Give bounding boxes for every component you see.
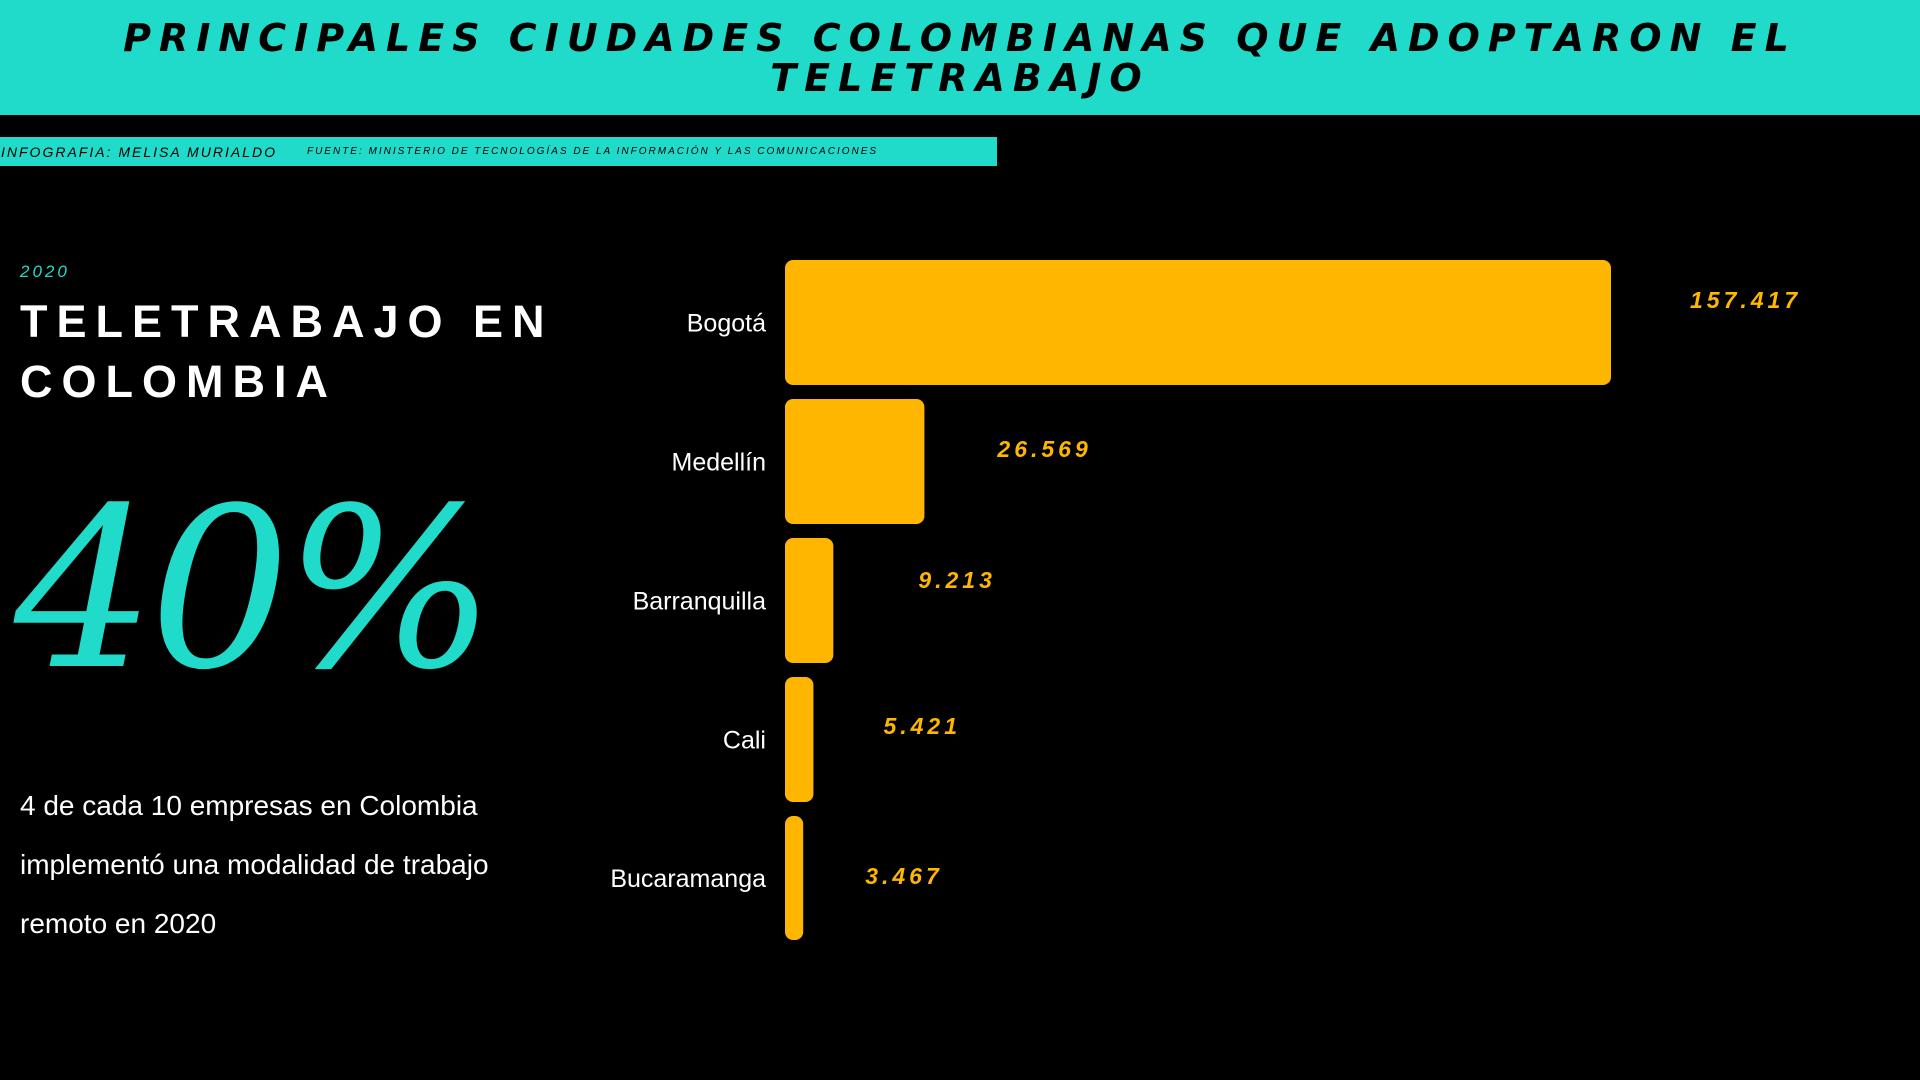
year-label: 2020 xyxy=(20,262,70,281)
value-label: 157.417 xyxy=(1690,287,1801,313)
bar-barranquilla xyxy=(785,538,834,663)
bar-bucaramanga xyxy=(785,816,804,940)
bar-cali xyxy=(785,677,814,802)
category-label: Medellín xyxy=(672,449,767,477)
value-label: 5.421 xyxy=(883,713,961,739)
value-label: 26.569 xyxy=(996,436,1091,462)
page-title: PRINCIPALES CIUDADES COLOMBIANAS QUE ADO… xyxy=(123,15,1797,100)
category-label: Barranquilla xyxy=(633,588,767,616)
author-credit: INFOGRAFIA: MELISA MURIALDO xyxy=(1,143,277,160)
stat-description: 4 de cada 10 empresas en Colombia implem… xyxy=(20,790,489,939)
value-label: 9.213 xyxy=(918,567,996,593)
big-stat: 40% xyxy=(14,461,495,719)
category-label: Bogotá xyxy=(687,310,766,338)
title-banner: PRINCIPALES CIUDADES COLOMBIANAS QUE ADO… xyxy=(0,0,1920,115)
category-label: Bucaramanga xyxy=(610,865,766,893)
bar-bogotá xyxy=(785,260,1611,385)
bar-medellín xyxy=(785,399,925,524)
value-label: 3.467 xyxy=(865,863,943,889)
category-label: Cali xyxy=(723,727,766,755)
source-credit: FUENTE: MINISTERIO DE TECNOLOGÍAS DE LA … xyxy=(306,146,879,157)
headline: TELETRABAJO EN COLOMBIA xyxy=(20,296,554,407)
credits-bar: INFOGRAFIA: MELISA MURIALDO FUENTE: MINI… xyxy=(0,137,997,166)
